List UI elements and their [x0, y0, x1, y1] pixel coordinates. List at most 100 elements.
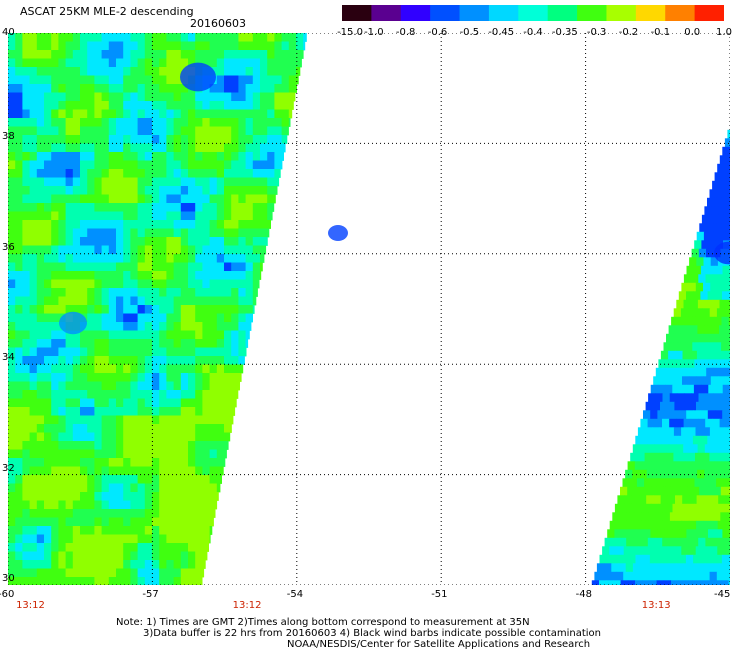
heatmap-cell	[709, 214, 717, 224]
heatmap-cell	[94, 305, 102, 314]
heatmap-cell	[159, 245, 167, 255]
heatmap-cell	[718, 231, 726, 241]
heatmap-cell	[723, 214, 730, 224]
heatmap-cell	[36, 390, 45, 399]
heatmap-cell	[180, 160, 189, 170]
heatmap-cell	[719, 537, 728, 547]
heatmap-cell	[123, 186, 131, 195]
heatmap-cell	[58, 296, 66, 306]
heatmap-cell	[44, 203, 52, 212]
heatmap-cell	[8, 262, 16, 272]
heatmap-cell	[101, 220, 110, 229]
heatmap-cell	[58, 271, 66, 280]
heatmap-cell	[224, 169, 232, 178]
heatmap-cell	[281, 84, 290, 93]
heatmap-cell	[260, 41, 268, 51]
heatmap-cell	[80, 186, 88, 195]
heatmap-cell	[44, 92, 52, 102]
heatmap-cell	[29, 84, 38, 93]
heatmap-cell	[144, 492, 153, 501]
heatmap-cell	[130, 118, 138, 127]
heatmap-cell	[723, 189, 730, 199]
heatmap-cell	[15, 517, 23, 527]
heatmap-cell	[58, 228, 66, 238]
heatmap-cell	[173, 560, 182, 569]
heatmap-cell	[51, 526, 59, 535]
heatmap-cell	[650, 503, 659, 513]
heatmap-cell	[726, 180, 730, 190]
heatmap-cell	[101, 347, 110, 357]
heatmap-cell	[202, 560, 206, 569]
heatmap-cell	[710, 257, 719, 267]
heatmap-cell	[647, 444, 655, 454]
heatmap-cell	[260, 177, 268, 187]
heatmap-cell	[655, 393, 663, 403]
heatmap-cell	[159, 500, 167, 510]
heatmap-cell	[188, 577, 196, 585]
heatmap-cell	[22, 483, 30, 493]
heatmap-cell	[159, 551, 167, 561]
heatmap-cell	[703, 257, 712, 267]
heatmap-cell	[696, 401, 704, 411]
heatmap-cell	[116, 194, 124, 204]
heatmap-cell	[715, 529, 723, 539]
heatmap-cell	[116, 118, 124, 127]
heatmap-cell	[22, 356, 30, 365]
heatmap-cell	[94, 211, 102, 221]
heatmap-cell	[123, 271, 131, 280]
heatmap-cell	[622, 503, 630, 513]
heatmap-cell	[144, 517, 153, 527]
heatmap-cell	[130, 551, 138, 561]
heatmap-cell	[216, 458, 225, 467]
heatmap-cell	[80, 517, 88, 527]
heatmap-cell	[209, 509, 216, 518]
heatmap-cell	[51, 492, 59, 501]
heatmap-cell	[22, 500, 30, 510]
heatmap-cell	[116, 254, 124, 263]
heatmap-cell	[130, 67, 138, 76]
heatmap-cell	[202, 92, 210, 102]
heatmap-cell	[94, 441, 102, 450]
heatmap-cell	[22, 75, 30, 85]
heatmap-cell	[224, 50, 232, 59]
heatmap-cell	[173, 500, 182, 510]
heatmap-cell	[195, 177, 203, 187]
heatmap-cell	[180, 577, 189, 585]
heatmap-cell	[633, 512, 642, 522]
heatmap-cell	[216, 194, 225, 204]
heatmap-cell	[166, 432, 174, 442]
heatmap-cell	[80, 296, 88, 306]
heatmap-cell	[166, 194, 174, 204]
heatmap-cell	[166, 364, 174, 374]
heatmap-cell	[130, 288, 138, 297]
heatmap-cell	[22, 177, 30, 187]
heatmap-cell	[80, 220, 88, 229]
heatmap-cell	[274, 143, 282, 153]
heatmap-cell	[674, 401, 682, 411]
heatmap-cell	[116, 271, 124, 280]
heatmap-cell	[130, 33, 138, 42]
heatmap-cell	[36, 560, 45, 569]
heatmap-cell	[58, 143, 66, 153]
heatmap-cell	[679, 529, 687, 539]
heatmap-cell	[663, 342, 672, 352]
heatmap-cell	[202, 390, 210, 399]
heatmap-cell	[728, 342, 730, 352]
heatmap-cell	[238, 203, 246, 212]
heatmap-cell	[144, 449, 153, 459]
colorbar-segment	[488, 5, 519, 21]
heatmap-cell	[683, 325, 691, 335]
heatmap-cell	[671, 316, 679, 326]
heatmap-cell	[130, 543, 138, 552]
heatmap-cell	[267, 84, 275, 93]
heatmap-cell	[51, 466, 59, 476]
heatmap-cell	[245, 152, 254, 161]
heatmap-cell	[296, 50, 304, 59]
heatmap-cell	[51, 475, 59, 484]
heatmap-cell	[144, 313, 153, 323]
heatmap-cell	[8, 67, 16, 76]
heatmap-cell	[72, 101, 81, 110]
heatmap-cell	[15, 313, 23, 323]
heatmap-cell	[216, 186, 225, 195]
heatmap-cell	[195, 143, 203, 153]
